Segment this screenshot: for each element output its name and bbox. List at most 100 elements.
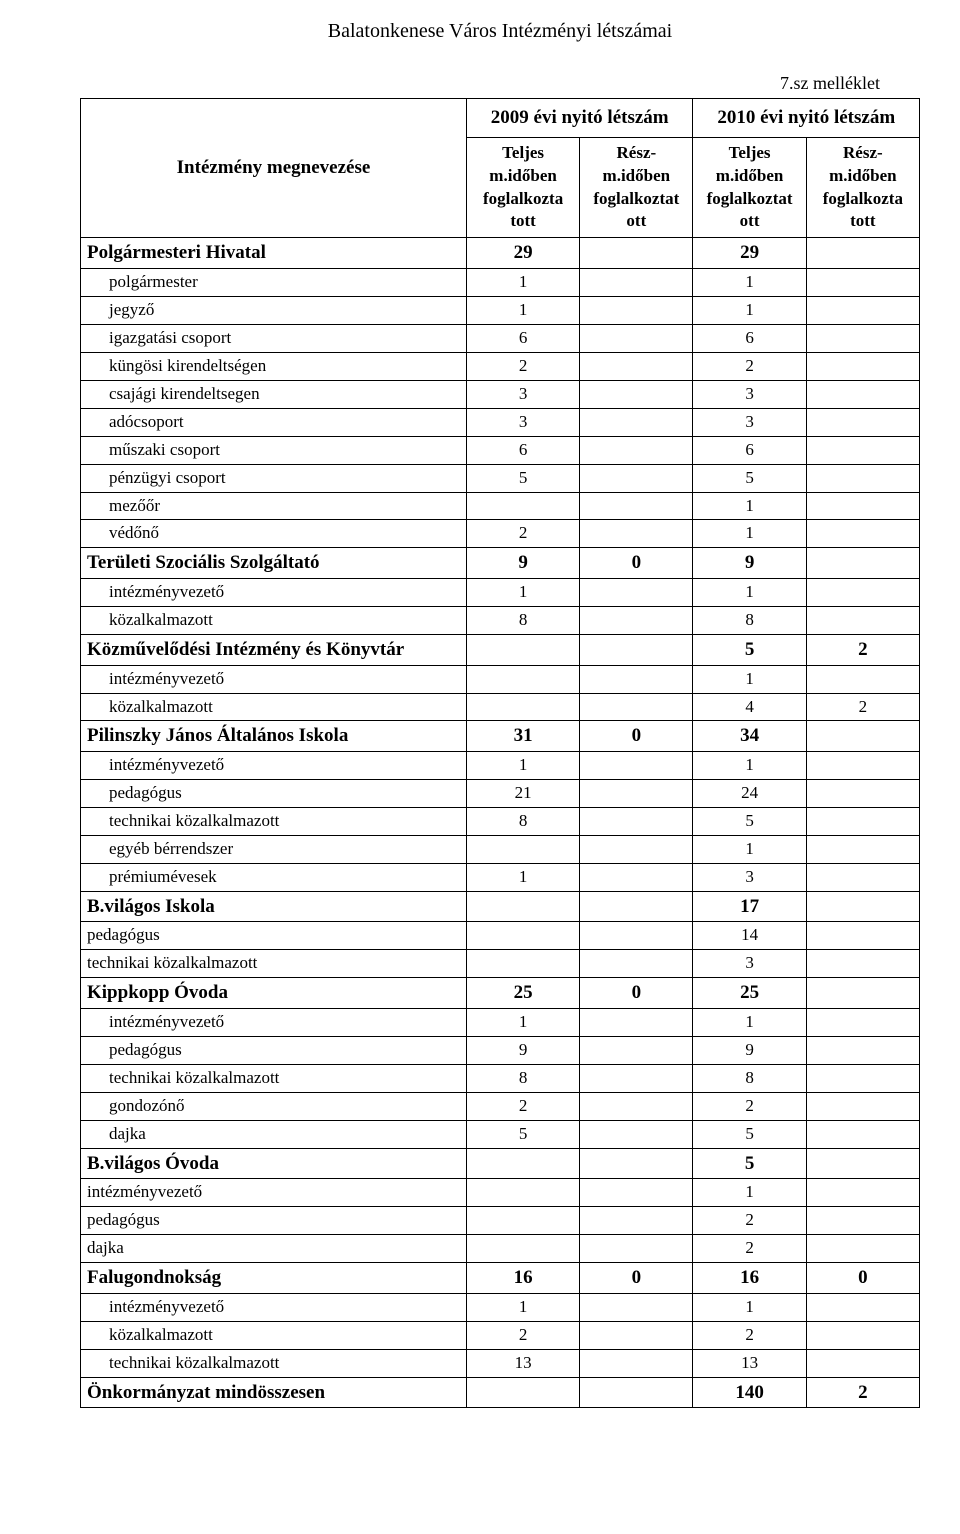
cell-v1 [466, 1207, 579, 1235]
cell-v3: 1 [693, 1179, 806, 1207]
table-row: közalkalmazott 42 [81, 693, 920, 721]
cell-v1: 9 [466, 548, 579, 579]
row-name: technikai közalkalmazott [81, 807, 467, 835]
row-name: Polgármesteri Hivatal [81, 238, 467, 269]
cell-v1: 3 [466, 380, 579, 408]
cell-v4 [806, 891, 919, 922]
cell-v4 [806, 863, 919, 891]
cell-v3: 2 [693, 1092, 806, 1120]
cell-v4 [806, 721, 919, 752]
cell-v2: 0 [580, 978, 693, 1009]
table-row: intézményvezető11 [81, 752, 920, 780]
table-row: műszaki csoport66 [81, 436, 920, 464]
row-name: Pilinszky János Általános Iskola [81, 721, 467, 752]
cell-v2 [580, 922, 693, 950]
row-name: intézményvezető [81, 665, 467, 693]
table-row: egyéb bérrendszer1 [81, 835, 920, 863]
cell-v2 [580, 1179, 693, 1207]
cell-v1 [466, 1377, 579, 1408]
cell-v4 [806, 1179, 919, 1207]
row-name: közalkalmazott [81, 1321, 467, 1349]
cell-v3: 2 [693, 1235, 806, 1263]
cell-v3: 3 [693, 950, 806, 978]
table-row: dajka55 [81, 1120, 920, 1148]
cell-v2 [580, 1036, 693, 1064]
table-row: technikai közalkalmazott85 [81, 807, 920, 835]
table-row: technikai közalkalmazott 3 [81, 950, 920, 978]
cell-v4 [806, 606, 919, 634]
row-name: technikai közalkalmazott [81, 1349, 467, 1377]
cell-v2 [580, 492, 693, 520]
row-name: pénzügyi csoport [81, 464, 467, 492]
cell-v3: 4 [693, 693, 806, 721]
cell-v1 [466, 922, 579, 950]
row-name: közalkalmazott [81, 693, 467, 721]
row-name: technikai közalkalmazott [81, 1064, 467, 1092]
cell-v1: 6 [466, 324, 579, 352]
cell-v1: 1 [466, 863, 579, 891]
cell-v4 [806, 408, 919, 436]
cell-v1 [466, 891, 579, 922]
cell-v1 [466, 950, 579, 978]
table-row: pedagógus2 [81, 1207, 920, 1235]
appendix-label: 7.sz melléklet [240, 73, 920, 94]
table-head: Intézmény megnevezése 2009 évi nyitó lét… [81, 99, 920, 238]
row-name: adócsoport [81, 408, 467, 436]
cell-v1 [466, 693, 579, 721]
cell-v3: 1 [693, 1293, 806, 1321]
cell-v4 [806, 807, 919, 835]
cell-v4 [806, 1148, 919, 1179]
table-row: közalkalmazott22 [81, 1321, 920, 1349]
table-row: technikai közalkalmazott1313 [81, 1349, 920, 1377]
cell-v1 [466, 634, 579, 665]
cell-v3: 5 [693, 634, 806, 665]
cell-v2 [580, 752, 693, 780]
table-row: B.világos Óvoda5 [81, 1148, 920, 1179]
cell-v1: 1 [466, 296, 579, 324]
table-row: adócsoport33 [81, 408, 920, 436]
cell-v3: 1 [693, 1008, 806, 1036]
table-row: közalkalmazott88 [81, 606, 920, 634]
header-col-1: Teljes m.időben foglalkozta tott [466, 137, 579, 238]
cell-v3: 3 [693, 380, 806, 408]
cell-v3: 17 [693, 891, 806, 922]
cell-v1: 2 [466, 1092, 579, 1120]
row-name: műszaki csoport [81, 436, 467, 464]
cell-v2 [580, 408, 693, 436]
cell-v1: 16 [466, 1263, 579, 1294]
table-row: B.világos Iskola17 [81, 891, 920, 922]
cell-v4 [806, 1207, 919, 1235]
row-name: Területi Szociális Szolgáltató [81, 548, 467, 579]
row-name: technikai közalkalmazott [81, 950, 467, 978]
cell-v4 [806, 492, 919, 520]
cell-v2 [580, 1008, 693, 1036]
cell-v3: 5 [693, 807, 806, 835]
cell-v3: 14 [693, 922, 806, 950]
table-row: intézményvezető1 [81, 1179, 920, 1207]
table-row: polgármester11 [81, 269, 920, 297]
table-row: mezőőr1 [81, 492, 920, 520]
cell-v4 [806, 665, 919, 693]
cell-v4 [806, 1064, 919, 1092]
cell-v4: 2 [806, 1377, 919, 1408]
row-name: egyéb bérrendszer [81, 835, 467, 863]
cell-v2 [580, 807, 693, 835]
cell-v4 [806, 1120, 919, 1148]
row-name: Közművelődési Intézmény és Könyvtár [81, 634, 467, 665]
cell-v4 [806, 324, 919, 352]
row-name: polgármester [81, 269, 467, 297]
cell-v3: 9 [693, 1036, 806, 1064]
row-name: intézményvezető [81, 579, 467, 607]
table-row: védőnő21 [81, 520, 920, 548]
table-row: Önkormányzat mindösszesen1402 [81, 1377, 920, 1408]
cell-v4 [806, 752, 919, 780]
cell-v2 [580, 352, 693, 380]
cell-v4 [806, 1036, 919, 1064]
cell-v2 [580, 606, 693, 634]
row-name: Falugondnokság [81, 1263, 467, 1294]
cell-v3: 140 [693, 1377, 806, 1408]
row-name: jegyző [81, 296, 467, 324]
cell-v4: 2 [806, 693, 919, 721]
cell-v2 [580, 780, 693, 808]
cell-v3: 3 [693, 408, 806, 436]
